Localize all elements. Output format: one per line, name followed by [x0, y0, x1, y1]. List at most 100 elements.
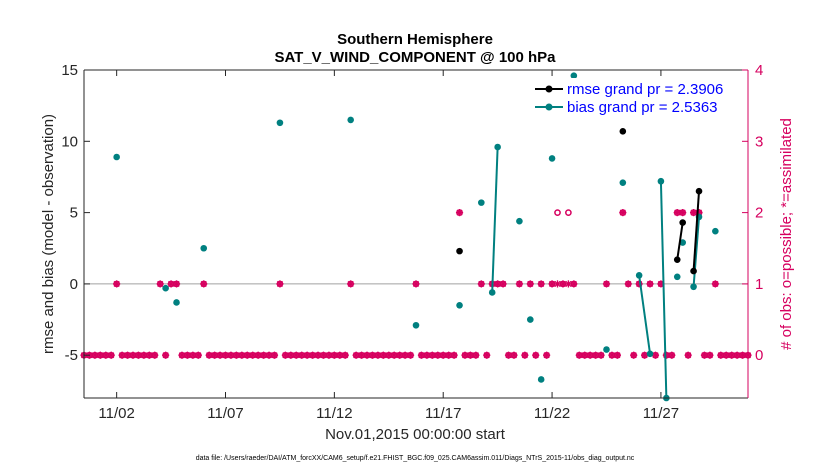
rmse-line-0 — [676, 222, 684, 260]
obs-star-d2 — [195, 352, 202, 359]
obs-assimilated-marker-72 — [472, 351, 480, 359]
obs-star-d2 — [380, 352, 387, 359]
obs-star-d2 — [320, 352, 327, 359]
x-tick-label-4: 11/22 — [534, 405, 570, 422]
obs-assimilated-marker-63 — [423, 351, 431, 359]
obs-star-d2 — [472, 352, 479, 359]
obs-assimilated-marker-69 — [455, 209, 464, 217]
obs-assimilated-marker-114 — [700, 351, 709, 359]
obs-star-d2 — [429, 352, 436, 359]
obs-star-d2 — [461, 352, 469, 359]
obs-star-d2 — [440, 352, 447, 359]
obs-star-d2 — [554, 280, 561, 287]
bias-point-9 — [516, 217, 523, 225]
rmse-series — [456, 128, 703, 275]
obs-assimilated-marker-85 — [543, 351, 551, 359]
obs-star-d2 — [630, 352, 637, 359]
obs-star-d2 — [690, 209, 697, 216]
obs-star-d2 — [206, 352, 213, 359]
obs-assimilated-marker-84 — [537, 280, 545, 288]
bias-point-7 — [456, 302, 463, 309]
obs-assimilated-marker-48 — [341, 351, 349, 359]
obs-star-d2 — [543, 352, 550, 359]
rmse-line-1 — [692, 191, 701, 272]
obs-star-d2 — [619, 209, 626, 216]
obs-assimilated-marker-80 — [515, 280, 524, 288]
obs-star-d2 — [314, 352, 322, 359]
obs-assimilated-marker-118 — [722, 351, 730, 359]
bias-line-3 — [692, 216, 701, 287]
bias-point-17 — [679, 239, 686, 246]
obs-assimilated-marker-68 — [450, 351, 458, 359]
obs-star-d2 — [478, 280, 485, 287]
y-axis-label: rmse and bias (model - observation) — [40, 114, 57, 354]
obs-star-d2 — [723, 352, 730, 359]
obs-assimilated-marker-51 — [357, 351, 366, 359]
obs-star-d2 — [500, 280, 507, 287]
obs-star-d2 — [407, 352, 414, 359]
obs-star-d2 — [391, 352, 398, 359]
obs-star-d2 — [597, 352, 605, 359]
bias-point-18 — [712, 227, 719, 235]
obs-star-d2 — [538, 280, 545, 287]
obs-assimilated-marker-79 — [510, 351, 518, 359]
y-tick-label-0: -5 — [65, 347, 78, 364]
obs-star-d2 — [238, 352, 245, 359]
obs-star-d2 — [565, 280, 572, 287]
obs-star-d2 — [701, 352, 708, 359]
bias-point-11 — [537, 376, 545, 383]
obs-assimilated-marker-42 — [308, 351, 317, 359]
obs-assimilated-marker-58 — [396, 351, 404, 359]
obs-star-d2 — [129, 352, 137, 359]
legend-bias-label: bias grand pr = 2.5363 — [567, 99, 718, 116]
obs-assimilated-marker-49 — [347, 280, 355, 288]
obs-assimilated-marker-36 — [276, 280, 284, 288]
obs-assimilated-marker-116 — [711, 280, 719, 288]
obs-star-d2 — [325, 352, 332, 359]
obs-star-d2 — [581, 352, 588, 359]
obs-star-d2 — [249, 352, 256, 359]
obs-assimilated-marker-90 — [570, 280, 578, 288]
rmse-point-1 — [619, 128, 627, 135]
obs-star-d2 — [358, 352, 365, 359]
obs-star-d2 — [309, 352, 316, 359]
obs-star-d2 — [456, 209, 463, 216]
obs-star-d2 — [265, 352, 273, 359]
y2-tick-label-1: 1 — [755, 276, 763, 293]
obs-assimilated-marker-108 — [668, 351, 676, 359]
obs-star-d2 — [625, 280, 632, 287]
rmse-point-0 — [456, 247, 463, 255]
x-tick-label-1: 11/07 — [207, 405, 243, 422]
obs-assimilated-marker-100 — [624, 280, 632, 288]
y2-axis-ticks: 0 1 2 3 4 — [742, 62, 763, 364]
y-tick-label-2: 5 — [70, 205, 78, 222]
obs-star-d2 — [178, 352, 186, 359]
y2-tick-label-4: 4 — [755, 62, 763, 79]
bias-point-15 — [619, 179, 627, 186]
rmse-point-seg0-1 — [679, 219, 686, 226]
bias-point-12 — [548, 155, 556, 162]
bias-point-5 — [347, 116, 354, 124]
obs-assimilated-marker-35 — [270, 351, 279, 359]
obs-star-d2 — [102, 352, 109, 359]
obs-assimilated-marker-105 — [651, 351, 660, 359]
obs-star-d2 — [685, 352, 692, 359]
y-tick-label-1: 0 — [70, 276, 78, 293]
x-tick-label-0: 11/02 — [98, 405, 134, 422]
obs-star-d2 — [146, 352, 153, 359]
obs-star-d2 — [233, 352, 240, 359]
obs-star-d2 — [559, 280, 567, 287]
obs-star-d2 — [140, 352, 147, 359]
obs-star-d2 — [119, 352, 126, 359]
obs-star-d2 — [434, 352, 441, 359]
obs-assimilated-marker-83 — [532, 351, 540, 359]
obs-star-d2 — [271, 352, 278, 359]
obs-star-d2 — [510, 352, 518, 359]
obs-assimilated-marker-70 — [461, 351, 469, 359]
obs-assimilated-marker-103 — [640, 351, 649, 359]
obs-assimilated-marker-111 — [684, 351, 692, 359]
obs-star-d2 — [173, 280, 180, 287]
bias-line-0 — [491, 146, 499, 293]
obs-assimilated-marker-11 — [140, 351, 148, 359]
bias-point-seg3-0 — [690, 283, 697, 291]
